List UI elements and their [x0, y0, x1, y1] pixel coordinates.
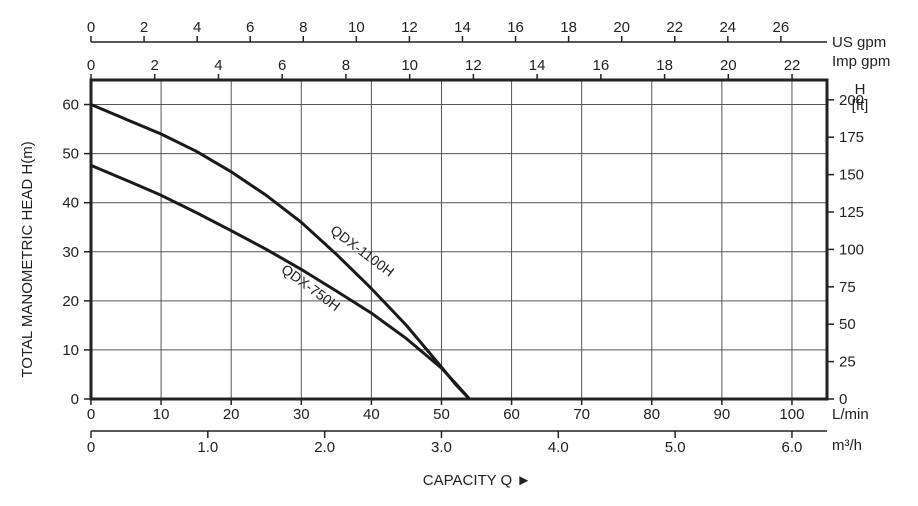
x-tick-label: 40: [363, 406, 380, 423]
y-ft-tick-label: 175: [839, 129, 864, 146]
y-ft-unit-label: H: [855, 81, 866, 98]
y-tick-label: 0: [71, 391, 79, 408]
plot-border: [89, 78, 829, 401]
y-ft-tick-label: 125: [839, 204, 864, 221]
x-usgpm-tick-label: 10: [348, 19, 365, 36]
series-curves: [90, 103, 471, 401]
y-tick-label: 40: [62, 195, 79, 212]
series-curve-qdx-750h: [90, 164, 471, 400]
x-m3h-unit-label: m³/h: [832, 437, 862, 454]
x-impgpm-tick-label: 14: [529, 57, 546, 74]
x-impgpm-tick-label: 12: [465, 57, 482, 74]
y-ft-tick-label: 25: [839, 354, 856, 371]
x-impgpm-tick-label: 6: [278, 57, 286, 74]
x-tick-label: 70: [573, 406, 590, 423]
x-impgpm-tick-label: 0: [87, 57, 95, 74]
x-m3h-tick-label: 3.0: [431, 439, 452, 456]
x-usgpm-tick-label: 8: [299, 19, 307, 36]
x-m3h-tick-label: 5.0: [665, 439, 686, 456]
y-tick-label: 10: [62, 342, 79, 359]
x-tick-label: 90: [714, 406, 731, 423]
x-m3h-tick-label: 0: [87, 439, 95, 456]
y-ft-tick-label: 50: [839, 316, 856, 333]
x-usgpm-tick-label: 22: [666, 19, 683, 36]
x-usgpm-tick-label: 24: [719, 19, 736, 36]
x-m3h-tick-label: 1.0: [197, 439, 218, 456]
x-tick-label: 20: [223, 406, 240, 423]
x-tick-label: 0: [87, 406, 95, 423]
x-impgpm-tick-label: 22: [784, 57, 801, 74]
x-usgpm-tick-label: 14: [454, 19, 471, 36]
x-m3h-tick-label: 6.0: [782, 439, 803, 456]
x-impgpm-tick-label: 18: [656, 57, 673, 74]
y-tick-label: 50: [62, 146, 79, 163]
x-tick-label: 60: [503, 406, 520, 423]
y-ft-unit-label: [ft]: [852, 97, 869, 114]
x-usgpm-tick-label: 26: [773, 19, 790, 36]
x-impgpm-tick-label: 10: [401, 57, 418, 74]
x-tick-label: 10: [153, 406, 170, 423]
x-usgpm-tick-label: 2: [140, 19, 148, 36]
x-tick-label: 50: [433, 406, 450, 423]
x-usgpm-tick-label: 4: [193, 19, 201, 36]
y-tick-label: 20: [62, 293, 79, 310]
chart-text: 01020304050600255075100125150175200H[ft]…: [19, 19, 890, 489]
x-impgpm-tick-label: 2: [151, 57, 159, 74]
y-axis-title: TOTAL MANOMETRIC HEAD H(m): [19, 141, 36, 377]
x-m3h-tick-label: 2.0: [314, 439, 335, 456]
x-usgpm-unit-label: US gpm: [832, 34, 886, 51]
x-impgpm-tick-label: 16: [593, 57, 610, 74]
x-impgpm-tick-label: 8: [342, 57, 350, 74]
series-label: QDX-750H: [278, 261, 343, 314]
y-ft-tick-label: 100: [839, 241, 864, 258]
axes: [84, 36, 834, 438]
y-ft-tick-label: 0: [839, 391, 847, 408]
x-impgpm-unit-label: Imp gpm: [832, 53, 890, 70]
grid-lines: [91, 80, 827, 399]
y-ft-tick-label: 200: [839, 92, 864, 109]
y-ft-tick-label: 150: [839, 167, 864, 184]
x-usgpm-tick-label: 20: [613, 19, 630, 36]
x-tick-label: 30: [293, 406, 310, 423]
y-ft-tick-label: 75: [839, 279, 856, 296]
x-usgpm-tick-label: 18: [560, 19, 577, 36]
x-tick-label: 80: [643, 406, 660, 423]
y-tick-label: 60: [62, 97, 79, 114]
x-tick-label: 100: [779, 406, 804, 423]
x-usgpm-tick-label: 6: [246, 19, 254, 36]
x-usgpm-tick-label: 12: [401, 19, 418, 36]
x-impgpm-tick-label: 20: [720, 57, 737, 74]
x-m3h-tick-label: 4.0: [548, 439, 569, 456]
x-impgpm-tick-label: 4: [214, 57, 222, 74]
x-usgpm-tick-label: 16: [507, 19, 524, 36]
x-axis-title: CAPACITY Q ►: [423, 472, 531, 489]
x-unit-label: L/min: [832, 406, 869, 423]
plot-frame: [89, 78, 829, 401]
x-usgpm-tick-label: 0: [87, 19, 95, 36]
y-tick-label: 30: [62, 244, 79, 261]
series-label: QDX-1100H: [328, 222, 398, 280]
